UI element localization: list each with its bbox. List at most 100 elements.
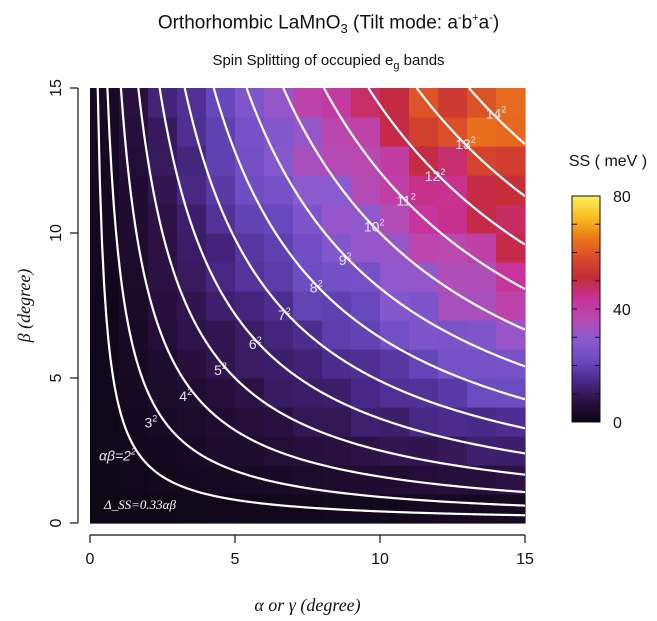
heatmap-cell xyxy=(322,378,352,408)
heatmap-cell xyxy=(177,494,207,524)
heatmap-cell xyxy=(177,407,207,437)
heatmap-cell xyxy=(90,233,120,263)
contour-label: 32 xyxy=(144,413,157,430)
heatmap-cell xyxy=(409,233,439,263)
heatmap-cell xyxy=(148,436,178,466)
contour-line xyxy=(322,88,525,291)
heatmap-cell xyxy=(496,88,526,118)
x-tick-label: 15 xyxy=(516,551,534,568)
heatmap-cell xyxy=(438,88,468,118)
heatmap-cell xyxy=(293,146,323,176)
heatmap-cell xyxy=(264,262,294,292)
heatmap-cell xyxy=(235,146,265,176)
heatmap-cell xyxy=(264,320,294,350)
heatmap-cell xyxy=(496,146,526,176)
heatmap-cells xyxy=(90,88,526,524)
heatmap-cell xyxy=(467,436,497,466)
heatmap-cell xyxy=(90,407,120,437)
heatmap-cell xyxy=(148,320,178,350)
heatmap-cell xyxy=(438,378,468,408)
heatmap-cell xyxy=(148,349,178,379)
y-axis-label: β (degree) xyxy=(14,269,35,344)
heatmap-cell xyxy=(148,494,178,524)
heatmap-cell xyxy=(293,175,323,205)
contour-label: 72 xyxy=(278,306,291,323)
heatmap-cell xyxy=(409,88,439,118)
contour-label: 62 xyxy=(249,335,262,352)
colorbar-tick-label: 0 xyxy=(613,415,622,432)
contour-line xyxy=(468,88,525,145)
contour-line xyxy=(106,88,525,507)
heatmap-cell xyxy=(322,262,352,292)
heatmap-cell xyxy=(90,349,120,379)
heatmap-cell xyxy=(467,175,497,205)
heatmap-cell xyxy=(119,175,149,205)
y-tick-label: 5 xyxy=(48,373,65,382)
x-tick-label: 5 xyxy=(231,551,240,568)
heatmap-cell xyxy=(293,378,323,408)
heatmap-cell xyxy=(293,88,323,118)
heatmap-cell xyxy=(90,320,120,350)
heatmap-cell xyxy=(438,465,468,495)
heatmap-cell xyxy=(235,349,265,379)
heatmap-cell xyxy=(90,88,120,118)
heatmap-cell xyxy=(90,465,120,495)
contour-label: 52 xyxy=(214,361,227,378)
heatmap-cell xyxy=(235,88,265,118)
heatmap-cell xyxy=(467,262,497,292)
heatmap-cell xyxy=(119,320,149,350)
heatmap-cell xyxy=(264,88,294,118)
heatmap-cell xyxy=(177,233,207,263)
heatmap-cell xyxy=(351,436,381,466)
heatmap-cell xyxy=(409,494,439,524)
heatmap-cell xyxy=(322,349,352,379)
heatmap-cell xyxy=(119,494,149,524)
heatmap-cell xyxy=(380,320,410,350)
contour-label: 102 xyxy=(364,218,385,235)
chart-subtitle: Spin Splitting of occupied eg bands xyxy=(212,52,445,72)
heatmap-cell xyxy=(119,146,149,176)
heatmap-cell xyxy=(351,407,381,437)
heatmap-cell xyxy=(380,146,410,176)
heatmap-cell xyxy=(467,494,497,524)
axes: 0 5 10 15 0 5 10 15 α or γ (degree) β (degree) xyxy=(14,79,534,616)
heatmap-cell xyxy=(293,349,323,379)
contour-label: 122 xyxy=(425,167,446,184)
heatmap-cell xyxy=(380,204,410,234)
heatmap-cell xyxy=(409,349,439,379)
heatmap-cell xyxy=(496,291,526,321)
heatmap-cell xyxy=(438,146,468,176)
heatmap-cell xyxy=(322,320,352,350)
heatmap-cell xyxy=(119,233,149,263)
heatmap-cell xyxy=(496,320,526,350)
heatmap-cell xyxy=(177,204,207,234)
contour-label: 112 xyxy=(396,191,416,208)
heatmap-cell xyxy=(409,262,439,292)
heatmap-cell xyxy=(496,349,526,379)
contour-label: 42 xyxy=(179,387,192,404)
heatmap-cell xyxy=(235,291,265,321)
heatmap-cell xyxy=(438,233,468,263)
heatmap-cell xyxy=(148,204,178,234)
heatmap-cell xyxy=(293,233,323,263)
heatmap-cell xyxy=(206,291,236,321)
heatmap-cell xyxy=(235,465,265,495)
heatmap-cell xyxy=(235,204,265,234)
contour-label: 132 xyxy=(455,135,476,152)
heatmap-cell xyxy=(496,233,526,263)
contour-line xyxy=(158,88,525,455)
x-tick-label: 0 xyxy=(86,551,95,568)
heatmap-cell xyxy=(380,117,410,147)
heatmap-cell xyxy=(409,117,439,147)
heatmap-cell xyxy=(264,378,294,408)
heatmap-cell xyxy=(264,204,294,234)
heatmap-cell xyxy=(177,146,207,176)
chart-title: Orthorhombic LaMnO3 (Tilt mode: a-b+a-) xyxy=(157,12,500,37)
heatmap-cell xyxy=(322,204,352,234)
heatmap-cell xyxy=(351,117,381,147)
contour-label: 92 xyxy=(339,251,352,268)
heatmap-cell xyxy=(380,407,410,437)
heatmap-cell xyxy=(235,407,265,437)
heatmap-cell xyxy=(467,407,497,437)
